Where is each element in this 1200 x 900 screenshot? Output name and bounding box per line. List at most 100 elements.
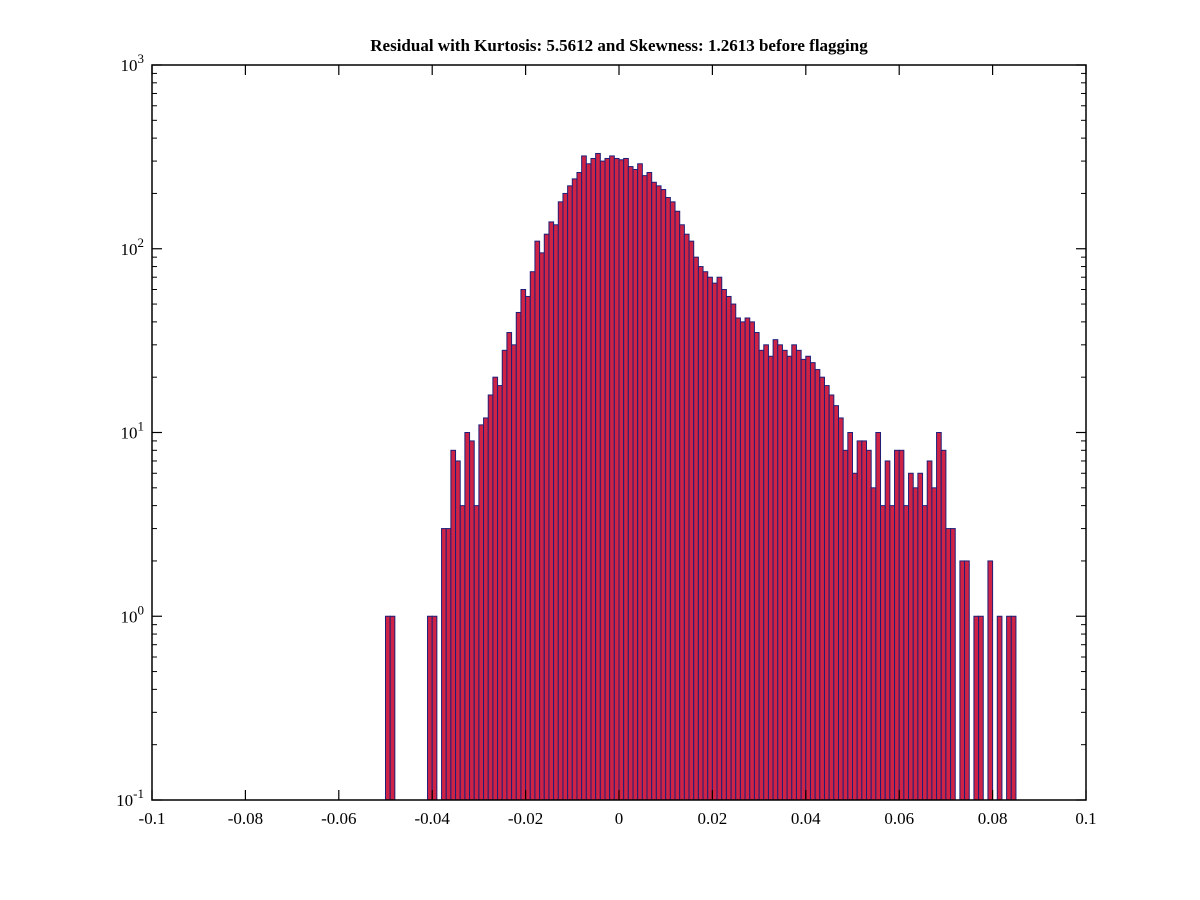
histogram-bar	[880, 505, 886, 801]
histogram-bar	[501, 349, 508, 801]
x-tick-label: -0.06	[321, 809, 356, 828]
histogram-bar	[655, 185, 662, 801]
x-tick-label: 0.04	[791, 809, 821, 828]
axis-tick-labels: -0.1 -0.08 -0.06 -0.04 -0.02 0 0.02 0.04 0.06 0.0…	[116, 51, 1096, 828]
histogram-bar	[936, 432, 942, 801]
histogram-bar	[875, 432, 882, 801]
histogram-bar	[707, 276, 713, 801]
histogram-bar	[506, 332, 513, 801]
histogram-bar	[464, 432, 471, 801]
histogram-bar	[987, 560, 994, 801]
histogram-bar	[459, 505, 466, 801]
histogram-bar	[823, 385, 830, 801]
y-tick-label: 103	[121, 51, 145, 75]
histogram-bar	[567, 185, 573, 801]
histogram-bar	[571, 178, 578, 801]
x-tick-label: 0.06	[884, 809, 914, 828]
histogram-bar	[487, 394, 494, 801]
histogram-bar	[609, 155, 615, 801]
histogram-bar	[618, 159, 625, 801]
histogram-bar	[497, 385, 503, 801]
histogram-bar	[641, 175, 648, 801]
histogram-bar	[926, 460, 933, 801]
histogram-bar	[473, 505, 480, 801]
histogram-bar	[908, 472, 914, 801]
histogram-bar	[725, 295, 732, 801]
histogram-bar	[711, 282, 718, 801]
histogram-bar	[781, 349, 788, 801]
histogram-bar	[917, 472, 924, 801]
histogram-bar	[758, 349, 765, 801]
histogram-bar	[950, 528, 956, 801]
x-tick-label: -0.1	[139, 809, 166, 828]
histogram-bar	[903, 505, 910, 801]
histogram-bar	[889, 505, 896, 801]
histogram-bar	[749, 321, 755, 801]
histogram-bar	[847, 432, 854, 801]
x-tick-label: -0.08	[228, 809, 263, 828]
histogram-bar	[389, 615, 396, 801]
histogram-bar	[557, 201, 564, 801]
histogram-bar	[912, 487, 919, 801]
histogram-bar	[870, 487, 877, 801]
histogram-bar	[511, 344, 517, 801]
histogram-bar	[716, 276, 723, 801]
histogram-bar	[683, 233, 690, 801]
histogram-bar	[1010, 615, 1017, 801]
histogram-bar	[833, 405, 839, 801]
histogram-bar	[697, 266, 704, 801]
histogram-bar	[599, 160, 606, 801]
histogram-bar	[828, 394, 835, 801]
histogram-bar	[385, 615, 391, 801]
x-tick-label: 0	[615, 809, 624, 828]
histogram-bar	[842, 449, 849, 801]
histogram-bar	[772, 339, 779, 801]
histogram-bar	[669, 201, 676, 801]
histogram-bar	[623, 157, 629, 801]
histogram-bar	[996, 615, 1003, 801]
histogram-bar	[525, 295, 531, 801]
histogram-bar	[590, 157, 597, 801]
y-tick-label: 100	[121, 602, 145, 626]
x-tick-label: -0.04	[414, 809, 450, 828]
histogram-bar	[805, 355, 811, 801]
axis-ticks	[151, 64, 1087, 801]
histogram-bar	[922, 505, 928, 801]
histogram-bar	[632, 168, 639, 801]
histogram-bar	[595, 152, 601, 801]
x-tick-label: 0.1	[1075, 809, 1096, 828]
histogram-bar	[1006, 615, 1012, 801]
histogram-bar	[894, 449, 900, 801]
histogram-bar	[959, 560, 966, 801]
histogram-bar	[744, 317, 751, 801]
histogram-bar	[795, 349, 802, 801]
histogram-bar	[520, 289, 527, 801]
histogram-bar	[693, 256, 699, 801]
histogram-bar	[539, 252, 545, 801]
histogram-bar	[646, 172, 653, 801]
histogram-bar	[884, 460, 891, 801]
histogram-bar	[688, 240, 695, 801]
x-tick-label: 0.08	[978, 809, 1008, 828]
histogram-bar	[431, 615, 438, 801]
histogram-bar	[852, 472, 858, 801]
histogram-bar	[492, 376, 499, 801]
histogram-bar	[856, 440, 863, 801]
histogram-bar	[613, 157, 620, 801]
histogram-bar	[627, 166, 634, 801]
histogram-bar	[450, 449, 457, 801]
histogram-bar	[809, 362, 816, 801]
histogram-bar	[800, 358, 807, 801]
histogram-bar	[548, 221, 555, 801]
histogram-bar	[837, 417, 844, 801]
histogram-bar	[940, 449, 947, 801]
y-tick-label: 102	[121, 235, 145, 259]
histogram-bar	[585, 163, 592, 801]
histogram-bar	[515, 311, 522, 801]
histogram-bar	[735, 317, 741, 801]
x-tick-label: 0.02	[698, 809, 728, 828]
histogram-bar	[866, 449, 872, 801]
histogram-bar	[777, 344, 783, 801]
